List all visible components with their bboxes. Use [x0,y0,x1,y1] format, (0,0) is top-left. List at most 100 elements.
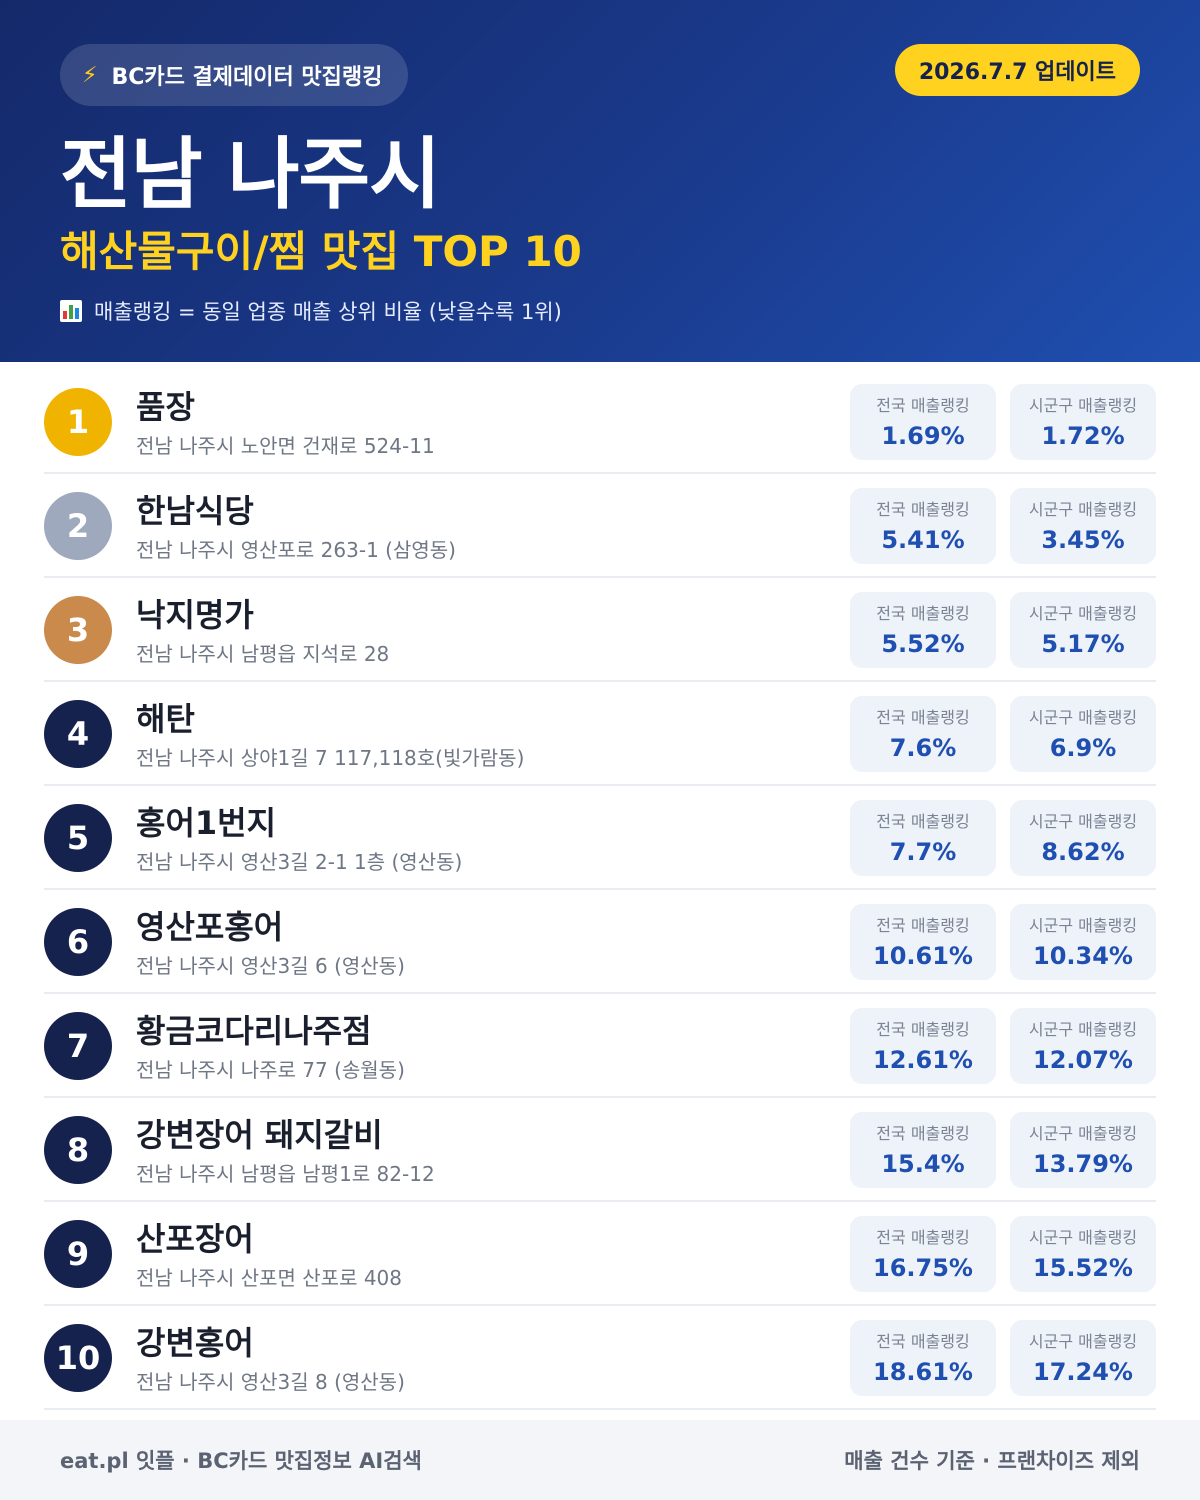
restaurant-name[interactable]: 홍어1번지 [136,804,277,842]
national-ranking-value: 12.61% [873,1046,973,1074]
national-ranking-value: 7.6% [889,734,957,762]
national-ranking-value: 18.61% [873,1358,973,1386]
legend-text: 매출랭킹 = 동일 업종 매출 상위 비율 (낮을수록 1위) [94,300,562,324]
local-ranking-label: 시군구 매출랭킹 [1028,1124,1138,1143]
restaurant-address: 전남 나주시 상야1길 7 117,118호(빛가람동) [136,746,525,770]
national-ranking-card: 전국 매출랭킹 7.7% [850,800,996,876]
rank-badge: 9 [44,1220,112,1288]
local-ranking-card: 시군구 매출랭킹 10.34% [1010,904,1156,980]
restaurant-name[interactable]: 낙지명가 [136,596,254,634]
national-ranking-label: 전국 매출랭킹 [876,1332,970,1351]
restaurant-row[interactable]: 3 낙지명가 전남 나주시 남평읍 지석로 28 전국 매출랭킹 5.52% 시… [44,578,1156,682]
local-ranking-label: 시군구 매출랭킹 [1028,812,1138,831]
local-ranking-card: 시군구 매출랭킹 8.62% [1010,800,1156,876]
rank-badge: 8 [44,1116,112,1184]
restaurant-name[interactable]: 강변장어 돼지갈비 [136,1116,383,1154]
footer-note: 매출 건수 기준 · 프랜차이즈 제외 [844,1449,1140,1473]
national-ranking-value: 15.4% [881,1150,965,1178]
rank-badge: 3 [44,596,112,664]
national-ranking-card: 전국 매출랭킹 5.41% [850,488,996,564]
national-ranking-card: 전국 매출랭킹 12.61% [850,1008,996,1084]
national-ranking-card: 전국 매출랭킹 16.75% [850,1216,996,1292]
restaurant-row[interactable]: 9 산포장어 전남 나주시 산포면 산포로 408 전국 매출랭킹 16.75%… [44,1202,1156,1306]
restaurant-name[interactable]: 품장 [136,388,195,426]
header: ⚡ BC카드 결제데이터 맛집랭킹 2026.7.7 업데이트 전남 나주시 해… [0,0,1200,362]
local-ranking-label: 시군구 매출랭킹 [1028,500,1138,519]
local-ranking-label: 시군구 매출랭킹 [1028,916,1138,935]
restaurant-address: 전남 나주시 노안면 건재로 524-11 [136,434,435,458]
local-ranking-value: 1.72% [1041,422,1125,450]
rank-badge: 4 [44,700,112,768]
local-ranking-label: 시군구 매출랭킹 [1028,1020,1138,1039]
restaurant-address: 전남 나주시 나주로 77 (송월동) [136,1058,405,1082]
region-title: 전남 나주시 [60,130,441,220]
national-ranking-card: 전국 매출랭킹 10.61% [850,904,996,980]
rank-badge: 10 [44,1324,112,1392]
restaurant-address: 전남 나주시 남평읍 지석로 28 [136,642,390,666]
national-ranking-value: 7.7% [889,838,957,866]
restaurant-address: 전남 나주시 영산3길 8 (영산동) [136,1370,405,1394]
local-ranking-value: 5.17% [1041,630,1125,658]
restaurant-list: 1 품장 전남 나주시 노안면 건재로 524-11 전국 매출랭킹 1.69%… [44,370,1156,1410]
national-ranking-label: 전국 매출랭킹 [876,604,970,623]
restaurant-name[interactable]: 강변홍어 [136,1324,254,1362]
national-ranking-label: 전국 매출랭킹 [876,812,970,831]
national-ranking-label: 전국 매출랭킹 [876,1124,970,1143]
national-ranking-value: 5.41% [881,526,965,554]
ranking-legend: 매출랭킹 = 동일 업종 매출 상위 비율 (낮을수록 1위) [60,296,562,326]
local-ranking-value: 15.52% [1033,1254,1133,1282]
restaurant-row[interactable]: 6 영산포홍어 전남 나주시 영산3길 6 (영산동) 전국 매출랭킹 10.6… [44,890,1156,994]
local-ranking-label: 시군구 매출랭킹 [1028,1228,1138,1247]
restaurant-row[interactable]: 2 한남식당 전남 나주시 영산포로 263-1 (삼영동) 전국 매출랭킹 5… [44,474,1156,578]
rank-badge: 5 [44,804,112,872]
restaurant-name[interactable]: 영산포홍어 [136,908,284,946]
restaurant-address: 전남 나주시 남평읍 남평1로 82-12 [136,1162,435,1186]
national-ranking-label: 전국 매출랭킹 [876,500,970,519]
national-ranking-label: 전국 매출랭킹 [876,396,970,415]
restaurant-address: 전남 나주시 영산포로 263-1 (삼영동) [136,538,456,562]
national-ranking-label: 전국 매출랭킹 [876,708,970,727]
local-ranking-label: 시군구 매출랭킹 [1028,708,1138,727]
bar-chart-icon [60,300,82,322]
local-ranking-value: 17.24% [1033,1358,1133,1386]
local-ranking-label: 시군구 매출랭킹 [1028,604,1138,623]
restaurant-row[interactable]: 4 해탄 전남 나주시 상야1길 7 117,118호(빛가람동) 전국 매출랭… [44,682,1156,786]
rank-badge: 7 [44,1012,112,1080]
national-ranking-value: 16.75% [873,1254,973,1282]
local-ranking-card: 시군구 매출랭킹 1.72% [1010,384,1156,460]
national-ranking-label: 전국 매출랭킹 [876,1020,970,1039]
local-ranking-value: 6.9% [1049,734,1117,762]
local-ranking-card: 시군구 매출랭킹 3.45% [1010,488,1156,564]
restaurant-name[interactable]: 한남식당 [136,492,254,530]
restaurant-name[interactable]: 황금코다리나주점 [136,1012,372,1050]
national-ranking-value: 10.61% [873,942,973,970]
source-label: BC카드 결제데이터 맛집랭킹 [111,65,383,90]
national-ranking-label: 전국 매출랭킹 [876,916,970,935]
rank-badge: 1 [44,388,112,456]
restaurant-row[interactable]: 10 강변홍어 전남 나주시 영산3길 8 (영산동) 전국 매출랭킹 18.6… [44,1306,1156,1410]
category-title: 해산물구이/찜 맛집 TOP 10 [60,227,582,276]
local-ranking-card: 시군구 매출랭킹 6.9% [1010,696,1156,772]
restaurant-row[interactable]: 1 품장 전남 나주시 노안면 건재로 524-11 전국 매출랭킹 1.69%… [44,370,1156,474]
local-ranking-value: 13.79% [1033,1150,1133,1178]
national-ranking-card: 전국 매출랭킹 18.61% [850,1320,996,1396]
update-badge: 2026.7.7 업데이트 [894,44,1140,96]
footer-source: eat.pl 잇플 · BC카드 맛집정보 AI검색 [60,1449,422,1473]
restaurant-row[interactable]: 8 강변장어 돼지갈비 전남 나주시 남평읍 남평1로 82-12 전국 매출랭… [44,1098,1156,1202]
national-ranking-value: 1.69% [881,422,965,450]
national-ranking-card: 전국 매출랭킹 7.6% [850,696,996,772]
national-ranking-value: 5.52% [881,630,965,658]
local-ranking-card: 시군구 매출랭킹 12.07% [1010,1008,1156,1084]
restaurant-row[interactable]: 7 황금코다리나주점 전남 나주시 나주로 77 (송월동) 전국 매출랭킹 1… [44,994,1156,1098]
lightning-icon: ⚡ [82,62,98,88]
footer: eat.pl 잇플 · BC카드 맛집정보 AI검색 매출 건수 기준 · 프랜… [0,1420,1200,1500]
restaurant-address: 전남 나주시 영산3길 2-1 1층 (영산동) [136,850,463,874]
local-ranking-value: 3.45% [1041,526,1125,554]
national-ranking-card: 전국 매출랭킹 1.69% [850,384,996,460]
restaurant-name[interactable]: 산포장어 [136,1220,254,1258]
national-ranking-card: 전국 매출랭킹 5.52% [850,592,996,668]
local-ranking-value: 10.34% [1033,942,1133,970]
restaurant-name[interactable]: 해탄 [136,700,195,738]
local-ranking-label: 시군구 매출랭킹 [1028,1332,1138,1351]
restaurant-row[interactable]: 5 홍어1번지 전남 나주시 영산3길 2-1 1층 (영산동) 전국 매출랭킹… [44,786,1156,890]
